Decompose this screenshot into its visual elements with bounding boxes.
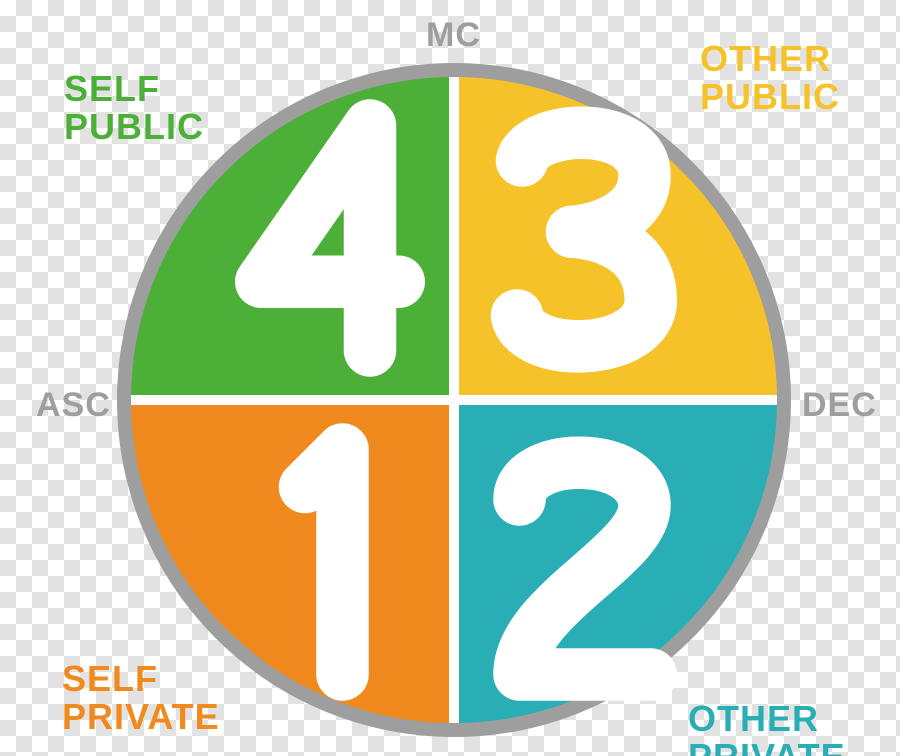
quadrant-chart [0, 0, 900, 756]
diagram-stage: MC ASC DEC SELFPUBLIC OTHERPUBLIC SELFPR… [0, 0, 900, 756]
